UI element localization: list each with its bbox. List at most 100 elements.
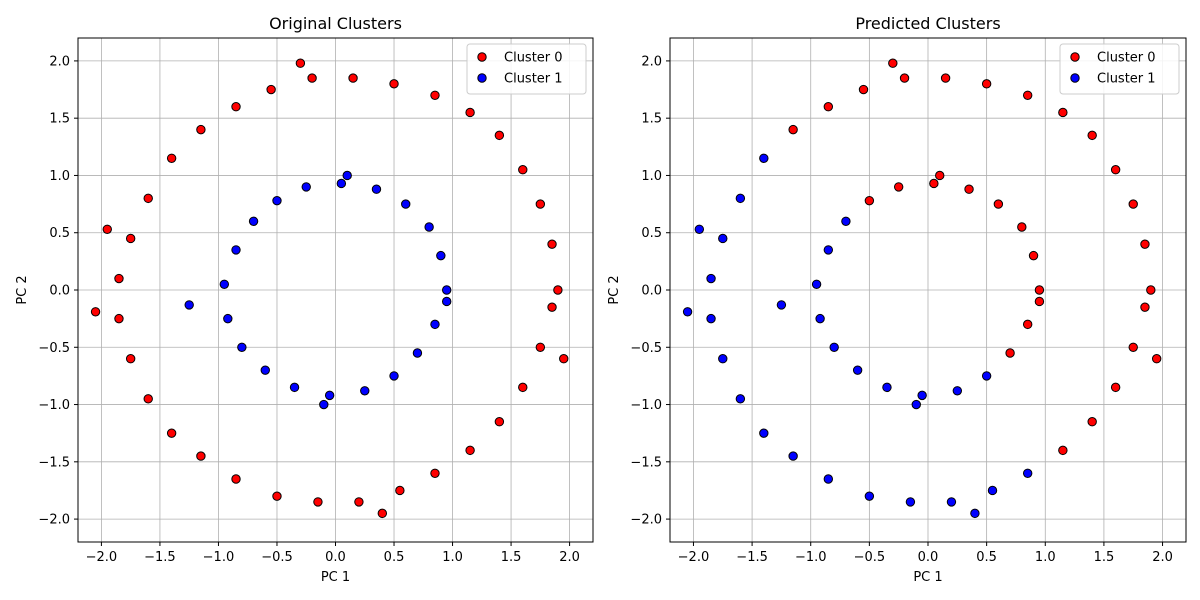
- y-tick-label: −1.5: [630, 455, 662, 470]
- y-tick-label: 2.0: [49, 54, 70, 69]
- data-point: [864, 491, 875, 501]
- series-1: [682, 153, 1033, 519]
- data-point: [494, 417, 505, 427]
- y-tick-label: 0.0: [49, 284, 70, 299]
- data-point: [993, 199, 1004, 209]
- legend-marker: [1070, 73, 1080, 83]
- data-point: [899, 73, 910, 83]
- data-point: [1151, 354, 1162, 364]
- data-point: [952, 386, 963, 396]
- legend-label: Cluster 0: [1097, 51, 1156, 66]
- y-tick-label: 1.5: [49, 112, 70, 127]
- legend: Cluster 0 Cluster 1: [466, 43, 587, 95]
- data-point: [788, 124, 798, 135]
- x-tick-label: 1.5: [501, 550, 522, 565]
- data-point: [547, 239, 557, 249]
- data-point: [272, 491, 282, 501]
- data-point: [1128, 342, 1138, 352]
- data-point: [125, 354, 136, 364]
- data-point: [412, 348, 423, 358]
- data-point: [1128, 199, 1138, 209]
- y-tick-label: −1.5: [38, 455, 70, 470]
- data-point: [940, 73, 951, 83]
- data-point: [430, 90, 440, 100]
- data-point: [1034, 296, 1045, 307]
- data-point: [231, 102, 241, 112]
- data-point: [893, 182, 904, 192]
- data-point: [266, 84, 276, 95]
- data-point: [231, 474, 241, 484]
- y-tick-label: −2.0: [38, 513, 70, 528]
- y-tick-label: −0.5: [38, 341, 70, 356]
- x-tick-label: 2.0: [559, 550, 580, 565]
- x-tick-label: −1.5: [736, 550, 768, 565]
- y-tick-label: −2.0: [630, 513, 662, 528]
- y-tick-label: 1.0: [49, 169, 70, 184]
- data-point: [436, 250, 446, 261]
- data-point: [336, 178, 347, 189]
- data-point: [776, 300, 787, 310]
- data-point: [430, 468, 440, 478]
- data-point: [494, 130, 505, 141]
- data-point: [465, 107, 475, 118]
- data-point: [125, 233, 136, 244]
- data-point: [864, 195, 875, 206]
- data-point: [301, 182, 311, 192]
- y-tick-label: 0.5: [641, 226, 662, 241]
- x-tick-label: 1.0: [1035, 550, 1056, 565]
- y-axis-label: PC 2: [15, 275, 30, 304]
- data-point: [342, 170, 352, 181]
- x-axis-label: PC 1: [913, 570, 942, 585]
- data-point: [395, 485, 405, 496]
- data-point: [1110, 382, 1121, 393]
- x-tick-label: 0.0: [325, 550, 346, 565]
- data-point: [888, 58, 898, 68]
- data-point: [1005, 348, 1015, 358]
- data-point: [1140, 239, 1150, 249]
- data-point: [371, 184, 382, 194]
- data-point: [289, 382, 300, 393]
- data-point: [223, 313, 233, 324]
- data-point: [759, 153, 769, 163]
- data-point: [735, 394, 746, 404]
- data-point: [441, 285, 452, 295]
- data-point: [248, 216, 259, 226]
- data-point: [114, 273, 124, 284]
- chart-title: Predicted Clusters: [855, 14, 1000, 33]
- y-tick-label: 2.0: [641, 54, 662, 69]
- data-point: [360, 386, 370, 396]
- x-axis-label: PC 1: [321, 570, 350, 585]
- x-tick-label: 0.5: [384, 550, 405, 565]
- data-point: [841, 216, 851, 226]
- data-point: [1146, 285, 1156, 295]
- legend-marker: [477, 73, 487, 83]
- data-point: [237, 342, 247, 352]
- original-clusters-panel: −2.0 −1.5 −1.0 −0.5 0.0 0.5 1.0 1.5 2.0 −2.0 −1.5 −…: [15, 14, 594, 585]
- x-tick-label: 0.5: [976, 550, 997, 565]
- x-tick-label: −1.0: [795, 550, 827, 565]
- data-point: [231, 245, 241, 255]
- x-tick-label: 2.0: [1152, 550, 1173, 565]
- data-point: [535, 199, 546, 209]
- x-tick-label: −2.0: [86, 550, 118, 565]
- y-axis-label: PC 2: [607, 275, 622, 304]
- data-point: [559, 354, 569, 364]
- data-point: [166, 153, 177, 163]
- legend-box: [1059, 43, 1180, 95]
- data-point: [389, 79, 399, 89]
- data-point: [1087, 130, 1097, 141]
- x-tick-label: 1.5: [1094, 550, 1115, 565]
- data-point: [718, 233, 728, 244]
- legend-box: [466, 43, 587, 95]
- series-0: [788, 58, 1162, 456]
- data-point: [829, 342, 839, 352]
- legend-label: Cluster 1: [1097, 72, 1156, 87]
- data-point: [823, 474, 834, 484]
- data-point: [905, 497, 916, 507]
- data-point: [518, 382, 528, 393]
- y-tick-label: 1.5: [641, 112, 662, 127]
- data-point: [553, 285, 563, 295]
- data-point: [882, 382, 892, 393]
- data-point: [272, 195, 282, 206]
- data-point: [90, 307, 101, 317]
